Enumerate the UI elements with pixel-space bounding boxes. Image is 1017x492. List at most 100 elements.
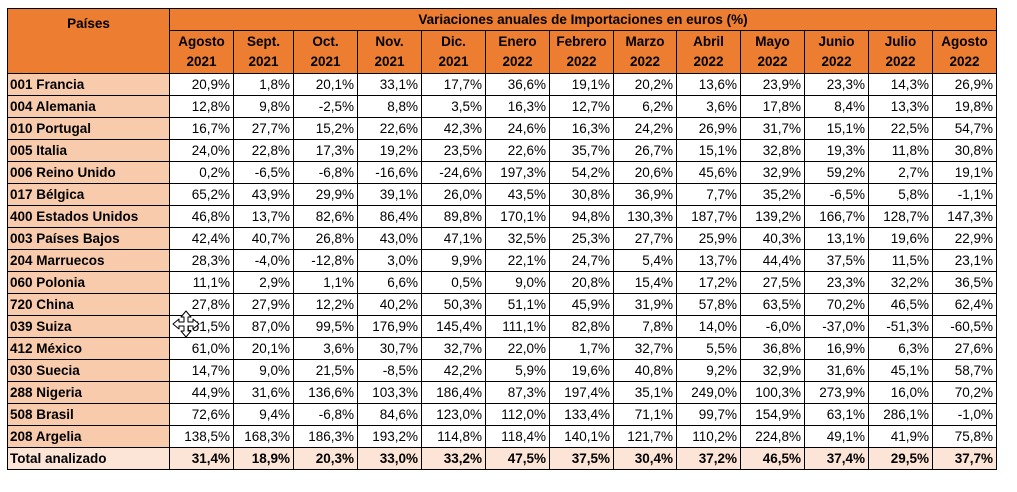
value-cell[interactable]: 26,8% bbox=[293, 227, 358, 250]
value-cell[interactable]: 82,8% bbox=[549, 315, 614, 338]
country-cell[interactable]: 508 Brasil bbox=[7, 403, 170, 426]
value-cell[interactable]: -4,0% bbox=[233, 249, 294, 272]
value-cell[interactable]: 87,0% bbox=[233, 315, 294, 338]
value-cell[interactable]: 19,6% bbox=[549, 359, 614, 382]
value-cell[interactable]: 3,6% bbox=[293, 337, 358, 360]
value-cell[interactable]: 22,9% bbox=[932, 227, 997, 250]
total-value-cell[interactable]: 37,2% bbox=[676, 447, 741, 470]
value-cell[interactable]: 170,1% bbox=[485, 205, 550, 228]
table-title[interactable]: Variaciones anuales de Importaciones en … bbox=[169, 8, 997, 31]
value-cell[interactable]: 114,8% bbox=[421, 425, 486, 448]
value-cell[interactable]: 40,8% bbox=[613, 359, 677, 382]
value-cell[interactable]: 12,7% bbox=[549, 95, 614, 118]
value-cell[interactable]: 63,5% bbox=[740, 293, 805, 316]
value-cell[interactable]: 70,2% bbox=[804, 293, 869, 316]
value-cell[interactable]: 25,9% bbox=[676, 227, 741, 250]
value-cell[interactable]: 57,8% bbox=[676, 293, 741, 316]
value-cell[interactable]: 27,5% bbox=[740, 271, 805, 294]
value-cell[interactable]: -60,5% bbox=[932, 315, 997, 338]
value-cell[interactable]: 43,5% bbox=[485, 183, 550, 206]
value-cell[interactable]: -6,8% bbox=[293, 403, 358, 426]
value-cell[interactable]: 193,2% bbox=[357, 425, 422, 448]
total-value-cell[interactable]: 46,5% bbox=[740, 447, 805, 470]
month-header[interactable]: Marzo 2022 bbox=[613, 30, 677, 74]
country-cell[interactable]: 288 Nigeria bbox=[7, 381, 170, 404]
value-cell[interactable]: 273,9% bbox=[804, 381, 869, 404]
value-cell[interactable]: 22,6% bbox=[357, 117, 422, 140]
value-cell[interactable]: 32,9% bbox=[740, 359, 805, 382]
value-cell[interactable]: 28,3% bbox=[169, 249, 234, 272]
value-cell[interactable]: 40,3% bbox=[740, 227, 805, 250]
value-cell[interactable]: 62,4% bbox=[932, 293, 997, 316]
value-cell[interactable]: 224,8% bbox=[740, 425, 805, 448]
value-cell[interactable]: 50,3% bbox=[421, 293, 486, 316]
value-cell[interactable]: 42,4% bbox=[169, 227, 234, 250]
value-cell[interactable]: 9,2% bbox=[676, 359, 741, 382]
value-cell[interactable]: 22,1% bbox=[485, 249, 550, 272]
value-cell[interactable]: 41,9% bbox=[868, 425, 933, 448]
value-cell[interactable]: 63,1% bbox=[804, 403, 869, 426]
total-value-cell[interactable]: 18,9% bbox=[233, 447, 294, 470]
value-cell[interactable]: 24,0% bbox=[169, 139, 234, 162]
value-cell[interactable]: 33,1% bbox=[357, 73, 422, 96]
value-cell[interactable]: 31,9% bbox=[613, 293, 677, 316]
country-cell[interactable]: 006 Reino Unido bbox=[7, 161, 170, 184]
value-cell[interactable]: 29,9% bbox=[293, 183, 358, 206]
value-cell[interactable]: 31,6% bbox=[804, 359, 869, 382]
value-cell[interactable]: 26,0% bbox=[421, 183, 486, 206]
value-cell[interactable]: -12,8% bbox=[293, 249, 358, 272]
value-cell[interactable]: -6,5% bbox=[804, 183, 869, 206]
value-cell[interactable]: 23,9% bbox=[740, 73, 805, 96]
value-cell[interactable]: 30,8% bbox=[549, 183, 614, 206]
value-cell[interactable]: 3,5% bbox=[421, 95, 486, 118]
value-cell[interactable]: 112,0% bbox=[485, 403, 550, 426]
value-cell[interactable]: -8,5% bbox=[357, 359, 422, 382]
total-value-cell[interactable]: 29,5% bbox=[868, 447, 933, 470]
value-cell[interactable]: 70,2% bbox=[932, 381, 997, 404]
value-cell[interactable]: 111,1% bbox=[485, 315, 550, 338]
value-cell[interactable]: 24,2% bbox=[613, 117, 677, 140]
month-header[interactable]: Dic. 2021 bbox=[421, 30, 486, 74]
value-cell[interactable]: 31,7% bbox=[740, 117, 805, 140]
total-value-cell[interactable]: 37,5% bbox=[549, 447, 614, 470]
country-cell[interactable]: 005 Italia bbox=[7, 139, 170, 162]
value-cell[interactable]: 37,5% bbox=[804, 249, 869, 272]
value-cell[interactable]: 45,1% bbox=[868, 359, 933, 382]
value-cell[interactable]: 118,4% bbox=[485, 425, 550, 448]
value-cell[interactable]: 15,4% bbox=[613, 271, 677, 294]
value-cell[interactable]: 32,8% bbox=[740, 139, 805, 162]
total-value-cell[interactable]: 37,4% bbox=[804, 447, 869, 470]
value-cell[interactable]: 31,6% bbox=[233, 381, 294, 404]
value-cell[interactable]: -1,1% bbox=[932, 183, 997, 206]
value-cell[interactable]: 54,7% bbox=[932, 117, 997, 140]
value-cell[interactable]: 151,5% bbox=[169, 315, 234, 338]
total-value-cell[interactable]: 31,4% bbox=[169, 447, 234, 470]
value-cell[interactable]: 82,6% bbox=[293, 205, 358, 228]
value-cell[interactable]: 128,7% bbox=[868, 205, 933, 228]
value-cell[interactable]: 19,3% bbox=[804, 139, 869, 162]
country-cell[interactable]: 720 China bbox=[7, 293, 170, 316]
country-cell[interactable]: 204 Marruecos bbox=[7, 249, 170, 272]
country-cell[interactable]: 030 Suecia bbox=[7, 359, 170, 382]
value-cell[interactable]: 20,9% bbox=[169, 73, 234, 96]
month-header[interactable]: Agosto 2022 bbox=[932, 30, 997, 74]
country-cell[interactable]: 400 Estados Unidos bbox=[7, 205, 170, 228]
value-cell[interactable]: 13,6% bbox=[676, 73, 741, 96]
value-cell[interactable]: 75,8% bbox=[932, 425, 997, 448]
value-cell[interactable]: 22,5% bbox=[868, 117, 933, 140]
country-cell[interactable]: 039 Suiza bbox=[7, 315, 170, 338]
value-cell[interactable]: 5,4% bbox=[613, 249, 677, 272]
value-cell[interactable]: 0,2% bbox=[169, 161, 234, 184]
value-cell[interactable]: 17,2% bbox=[676, 271, 741, 294]
value-cell[interactable]: 9,9% bbox=[421, 249, 486, 272]
value-cell[interactable]: 35,7% bbox=[549, 139, 614, 162]
value-cell[interactable]: 15,1% bbox=[676, 139, 741, 162]
country-column-header[interactable]: Países bbox=[7, 8, 170, 74]
value-cell[interactable]: 5,9% bbox=[485, 359, 550, 382]
value-cell[interactable]: 20,1% bbox=[293, 73, 358, 96]
value-cell[interactable]: 140,1% bbox=[549, 425, 614, 448]
value-cell[interactable]: 186,4% bbox=[421, 381, 486, 404]
value-cell[interactable]: 32,9% bbox=[740, 161, 805, 184]
value-cell[interactable]: 16,3% bbox=[485, 95, 550, 118]
value-cell[interactable]: 14,0% bbox=[676, 315, 741, 338]
